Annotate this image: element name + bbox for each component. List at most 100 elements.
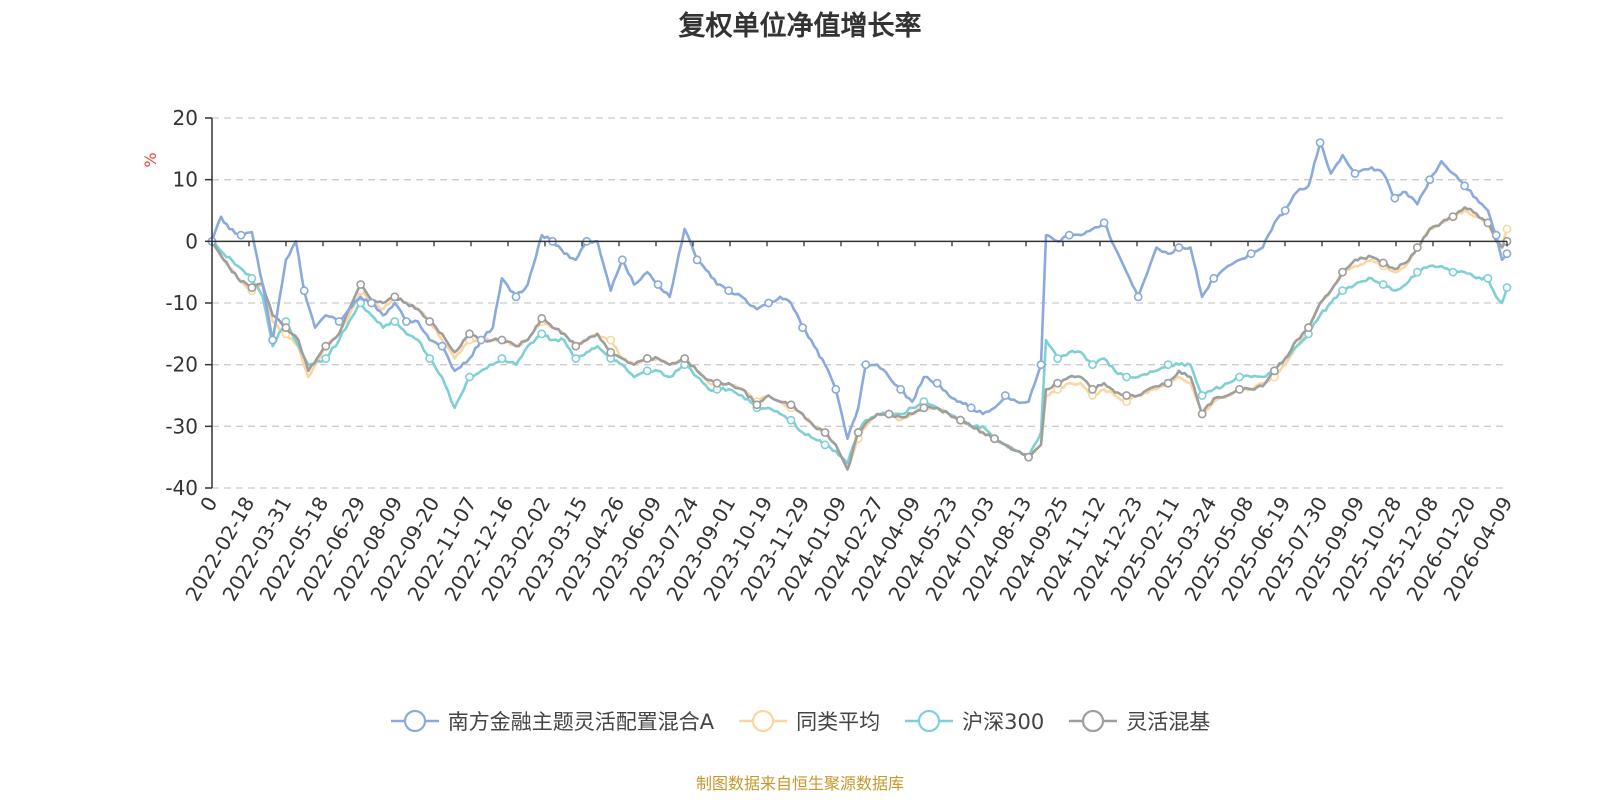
legend-label: 南方金融主题灵活配置混合A — [447, 710, 715, 734]
chart-title: 复权单位净值增长率 — [678, 11, 922, 42]
data-point — [956, 415, 965, 425]
data-point — [786, 400, 796, 410]
y-tick-label: 0 — [185, 229, 198, 253]
data-point — [1378, 280, 1388, 289]
legend-label: 沪深300 — [962, 710, 1045, 734]
data-point — [1133, 292, 1143, 302]
data-point — [853, 428, 863, 437]
data-point — [1235, 384, 1244, 394]
data-point — [511, 292, 521, 302]
legend-label: 灵活混基 — [1126, 710, 1211, 734]
data-point — [1122, 372, 1131, 382]
data-point — [1088, 360, 1097, 370]
data-point — [712, 378, 722, 388]
data-point — [1053, 378, 1063, 388]
data-point — [1378, 258, 1388, 268]
data-point — [1235, 372, 1244, 382]
data-point — [861, 360, 871, 370]
data-point — [356, 298, 366, 308]
data-point — [1448, 212, 1458, 222]
data-point — [1197, 391, 1207, 400]
data-point — [1088, 384, 1097, 394]
data-point — [247, 273, 257, 283]
data-point — [537, 314, 547, 323]
data-point — [606, 347, 616, 357]
y-tick-label: -30 — [165, 414, 198, 438]
data-point — [990, 434, 999, 444]
legend: 南方金融主题灵活配置混合A 同类平均 沪深300 灵活混基 — [0, 706, 1600, 736]
data-point — [1412, 243, 1422, 252]
data-point — [1174, 243, 1184, 252]
legend-item[interactable]: 南方金融主题灵活配置混合A — [390, 706, 714, 736]
data-point — [896, 384, 906, 394]
data-point — [884, 409, 894, 419]
data-point — [1425, 175, 1435, 185]
data-point — [537, 329, 547, 339]
data-point — [268, 335, 278, 345]
legend-item[interactable]: 沪深300 — [904, 706, 1044, 736]
y-tick-label: -40 — [165, 476, 198, 500]
series-line — [211, 240, 1509, 465]
data-point — [1099, 218, 1109, 228]
data-point — [367, 298, 376, 308]
data-point — [236, 230, 246, 240]
legend-symbol-icon — [739, 709, 788, 733]
data-point — [465, 329, 474, 339]
data-point — [390, 292, 400, 302]
legend-symbol-icon — [1069, 709, 1118, 733]
data-point — [1163, 360, 1173, 370]
data-point — [692, 255, 702, 265]
data-point — [1502, 283, 1512, 292]
data-point — [752, 400, 762, 410]
data-point — [497, 335, 507, 345]
legend-label: 同类平均 — [796, 710, 881, 734]
data-point — [820, 440, 830, 450]
data-point — [764, 298, 773, 308]
data-point — [1350, 169, 1360, 178]
legend-item[interactable]: 同类平均 — [738, 706, 880, 736]
y-tick-label: 20 — [173, 106, 198, 130]
y-tick-label: 10 — [173, 168, 198, 192]
y-axis-label: % — [141, 152, 160, 167]
data-point — [390, 317, 400, 326]
data-point — [334, 317, 344, 326]
data-point — [966, 403, 976, 413]
data-point — [1483, 273, 1493, 283]
data-point — [617, 255, 627, 265]
data-point — [1460, 181, 1470, 191]
data-point — [465, 372, 474, 382]
x-tick-label: 0 — [195, 493, 222, 516]
x-axis-ticks: 02022-02-182022-03-312022-05-182022-06-2… — [180, 241, 1517, 605]
data-point — [919, 403, 929, 413]
series-line — [210, 141, 1509, 440]
y-tick-label: -10 — [165, 291, 198, 315]
data-point — [1246, 249, 1256, 259]
data-point — [798, 323, 807, 333]
data-point — [1197, 409, 1207, 419]
data-point — [571, 354, 581, 363]
data-point — [642, 366, 652, 376]
data-point — [1448, 267, 1458, 277]
data-point — [1064, 230, 1074, 240]
data-point — [571, 341, 581, 351]
data-point — [425, 354, 435, 363]
data-point — [1000, 391, 1010, 400]
data-point — [1163, 378, 1173, 388]
data-point — [356, 280, 366, 289]
data-point — [1390, 193, 1400, 203]
data-point — [606, 335, 616, 345]
data-point — [820, 428, 830, 437]
data-point — [299, 286, 309, 296]
data-point — [401, 317, 411, 326]
data-point — [247, 283, 257, 292]
source-note: 制图数据来自恒生聚源数据库 — [695, 774, 904, 793]
legend-symbol-icon — [390, 709, 439, 733]
data-point — [1338, 267, 1347, 277]
data-point — [497, 354, 507, 363]
data-point — [1304, 323, 1313, 333]
legend-item[interactable]: 灵活混基 — [1068, 706, 1210, 736]
data-point — [786, 415, 796, 425]
data-point — [1491, 230, 1501, 240]
data-point — [1280, 206, 1290, 215]
